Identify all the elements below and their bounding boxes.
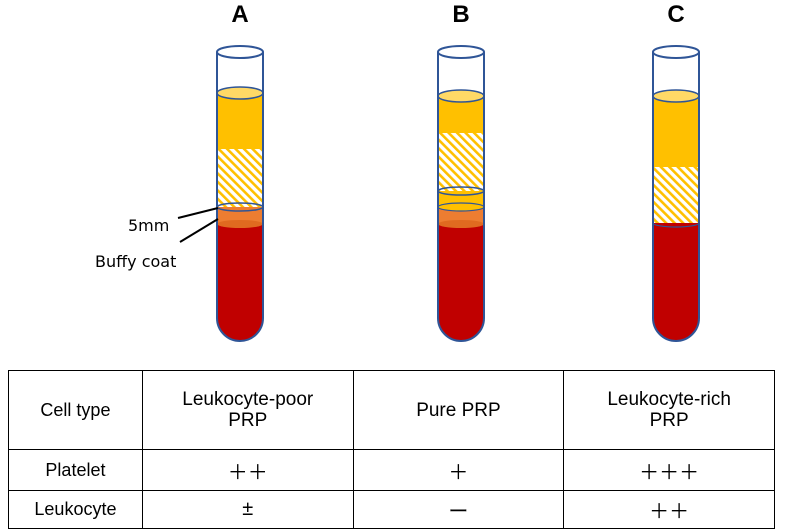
tube-a-buffy-coat-layer: [217, 207, 263, 224]
column-header-line2: PRP: [228, 410, 268, 431]
leukocyte-leukocyte-poor-value: ±: [141, 490, 354, 529]
tube-b-lower-plasma-ellipse: [437, 202, 485, 212]
tube-b-buffy-bottom-ellipse: [438, 220, 484, 228]
tube-b-red-cells-layer: [438, 224, 484, 341]
tube-label-c: C: [667, 1, 684, 28]
comparison-table: Cell type Leukocyte-poor PRP Pure PRP Le…: [8, 370, 775, 529]
five-mm-leader-line: [177, 207, 219, 219]
leukocyte-pure-value: ー: [352, 490, 565, 529]
cell-type-header: Cell type: [8, 370, 143, 450]
tube-a-red-cells-layer: [217, 224, 263, 341]
tube-b: [437, 45, 485, 342]
five-mm-label: 5mm: [128, 216, 169, 235]
tube-diagram: A B C 5mm Buffy c: [95, 1, 700, 342]
table-row-leukocyte: Leukocyte ± ー ＋＋: [8, 490, 775, 529]
tube-label-b: B: [452, 1, 469, 28]
tube-b-plasma-surface: [437, 89, 485, 103]
tube-a-buffy-bottom-ellipse: [217, 220, 263, 228]
tube-c-platelet-layer: [653, 167, 699, 223]
tube-c-outline: [652, 52, 700, 342]
tube-a-plasma-layer: [217, 93, 263, 149]
tube-b-outline: [437, 52, 485, 342]
platelet-leukocyte-rich-value: ＋＋＋: [563, 449, 775, 491]
column-header-pure-prp: Pure PRP: [352, 370, 565, 450]
column-header-line1: Pure PRP: [416, 399, 501, 421]
column-header-line1: Leukocyte-rich: [607, 389, 731, 410]
column-header-leukocyte-rich-prp: Leukocyte-rich PRP: [563, 370, 775, 450]
row-label-platelet: Platelet: [8, 449, 143, 491]
tube-a: [216, 45, 264, 342]
tube-a-rim: [216, 45, 264, 59]
tube-a-platelet-layer: [217, 149, 263, 207]
tube-label-a: A: [231, 1, 248, 28]
column-header-line2: PRP: [649, 410, 689, 431]
row-label-leukocyte: Leukocyte: [8, 490, 143, 529]
table-header-row: Cell type Leukocyte-poor PRP Pure PRP Le…: [8, 370, 775, 450]
buffy-coat-label: Buffy coat: [95, 252, 176, 271]
column-header-leukocyte-poor-prp: Leukocyte-poor PRP: [141, 370, 354, 450]
tube-a-outline: [216, 52, 264, 342]
platelet-leukocyte-poor-value: ＋＋: [141, 449, 354, 491]
tube-c-plasma-layer: [653, 96, 699, 167]
tube-b-rim: [437, 45, 485, 59]
column-header-line1: Leukocyte-poor: [182, 389, 314, 410]
leukocyte-leukocyte-rich-value: ＋＋: [563, 490, 775, 529]
platelet-pure-value: ＋: [352, 449, 565, 491]
buffy-coat-leader-line: [179, 218, 219, 243]
tube-b-buffy-coat-layer: [438, 207, 484, 224]
tube-c-plasma-surface: [652, 89, 700, 103]
tube-a-plasma-surface: [216, 86, 264, 100]
tube-c-red-cells-layer: [653, 223, 699, 341]
tube-b-platelet-layer: [438, 133, 484, 191]
tube-c-rim: [652, 45, 700, 59]
tube-c: [652, 45, 700, 342]
table-row-platelet: Platelet ＋＋ ＋ ＋＋＋: [8, 449, 775, 491]
